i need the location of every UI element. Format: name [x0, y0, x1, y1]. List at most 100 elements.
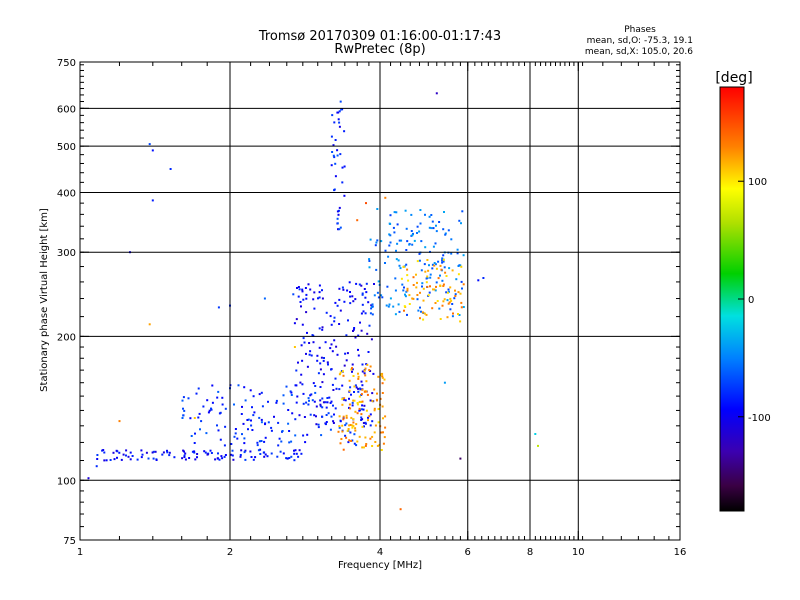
- y-axis-label: Stationary phase Virtual Height [km]: [39, 208, 50, 392]
- data-point: [260, 391, 263, 394]
- data-point: [295, 401, 298, 404]
- data-point: [371, 445, 374, 447]
- data-point: [357, 334, 360, 337]
- data-point: [449, 297, 452, 300]
- data-point: [346, 352, 349, 355]
- data-point: [321, 326, 324, 329]
- data-point: [251, 406, 253, 409]
- data-point: [373, 431, 376, 434]
- x-tick-label: 1: [77, 547, 83, 558]
- data-point: [375, 398, 378, 401]
- data-point: [415, 286, 418, 289]
- data-point: [338, 110, 341, 113]
- data-point: [384, 262, 386, 264]
- data-point: [360, 380, 363, 383]
- data-point: [308, 353, 311, 356]
- data-point: [393, 231, 396, 234]
- data-point: [444, 271, 447, 274]
- data-point: [450, 252, 453, 255]
- data-point: [365, 380, 368, 383]
- colorbar-tick-label: -100: [748, 413, 771, 424]
- x-tick-label: 6: [465, 547, 471, 558]
- data-point: [384, 426, 387, 429]
- data-point: [361, 292, 364, 295]
- data-point: [328, 396, 331, 399]
- data-point: [277, 444, 280, 447]
- data-point: [247, 418, 250, 421]
- data-point: [318, 284, 321, 287]
- data-point: [411, 297, 414, 300]
- data-point: [364, 367, 367, 370]
- data-point: [336, 149, 339, 152]
- data-point: [312, 382, 315, 385]
- data-point: [437, 260, 440, 263]
- data-point: [348, 406, 350, 409]
- data-point: [151, 149, 154, 152]
- data-point: [352, 425, 355, 428]
- data-point: [368, 266, 371, 269]
- data-point: [353, 399, 356, 402]
- data-point: [426, 277, 429, 279]
- data-point: [354, 429, 357, 432]
- data-point: [351, 363, 354, 366]
- data-point: [421, 285, 423, 288]
- data-point: [140, 449, 143, 452]
- data-point: [181, 417, 184, 419]
- data-point: [321, 297, 324, 300]
- data-point: [221, 396, 224, 399]
- data-point: [373, 294, 376, 297]
- data-point: [337, 228, 339, 231]
- chart-title: Tromsø 20170309 01:16:00-01:17:43: [258, 29, 501, 44]
- data-point: [318, 346, 321, 349]
- data-point: [441, 304, 444, 307]
- data-point: [354, 427, 357, 430]
- data-point: [294, 449, 297, 452]
- data-point: [363, 425, 365, 428]
- data-point: [454, 289, 456, 292]
- data-point: [259, 453, 262, 455]
- data-point: [361, 400, 364, 403]
- data-point: [297, 295, 300, 298]
- data-point: [368, 258, 371, 261]
- data-point: [279, 450, 282, 453]
- data-point: [404, 293, 406, 296]
- data-point: [449, 308, 452, 311]
- data-point: [333, 121, 336, 124]
- data-point: [260, 440, 263, 442]
- data-point: [291, 412, 294, 415]
- data-point: [275, 399, 278, 402]
- data-point: [343, 397, 346, 400]
- data-point: [217, 452, 219, 455]
- data-point: [326, 361, 329, 364]
- data-point: [300, 452, 303, 455]
- data-point: [193, 450, 196, 453]
- data-point: [435, 285, 437, 288]
- data-point: [313, 307, 316, 310]
- data-point: [329, 428, 332, 431]
- data-point: [366, 393, 369, 396]
- data-point: [194, 432, 196, 435]
- y-tick-label: 600: [57, 104, 76, 115]
- data-point: [115, 449, 118, 452]
- data-point: [216, 457, 219, 460]
- data-point: [406, 287, 409, 290]
- data-point: [342, 288, 345, 291]
- data-point: [375, 268, 378, 271]
- data-point: [166, 451, 169, 454]
- data-point: [350, 440, 353, 442]
- data-point: [332, 154, 335, 157]
- data-point: [359, 321, 361, 324]
- data-point: [116, 456, 118, 459]
- data-point: [273, 415, 275, 418]
- data-point: [389, 241, 392, 244]
- data-point: [353, 442, 356, 445]
- data-point: [347, 428, 350, 430]
- data-point: [344, 424, 347, 427]
- data-point: [369, 312, 372, 315]
- data-point: [365, 363, 368, 366]
- data-point: [184, 452, 187, 455]
- data-point: [448, 267, 451, 270]
- data-point: [343, 300, 346, 303]
- data-point: [147, 457, 150, 460]
- data-point: [118, 451, 121, 454]
